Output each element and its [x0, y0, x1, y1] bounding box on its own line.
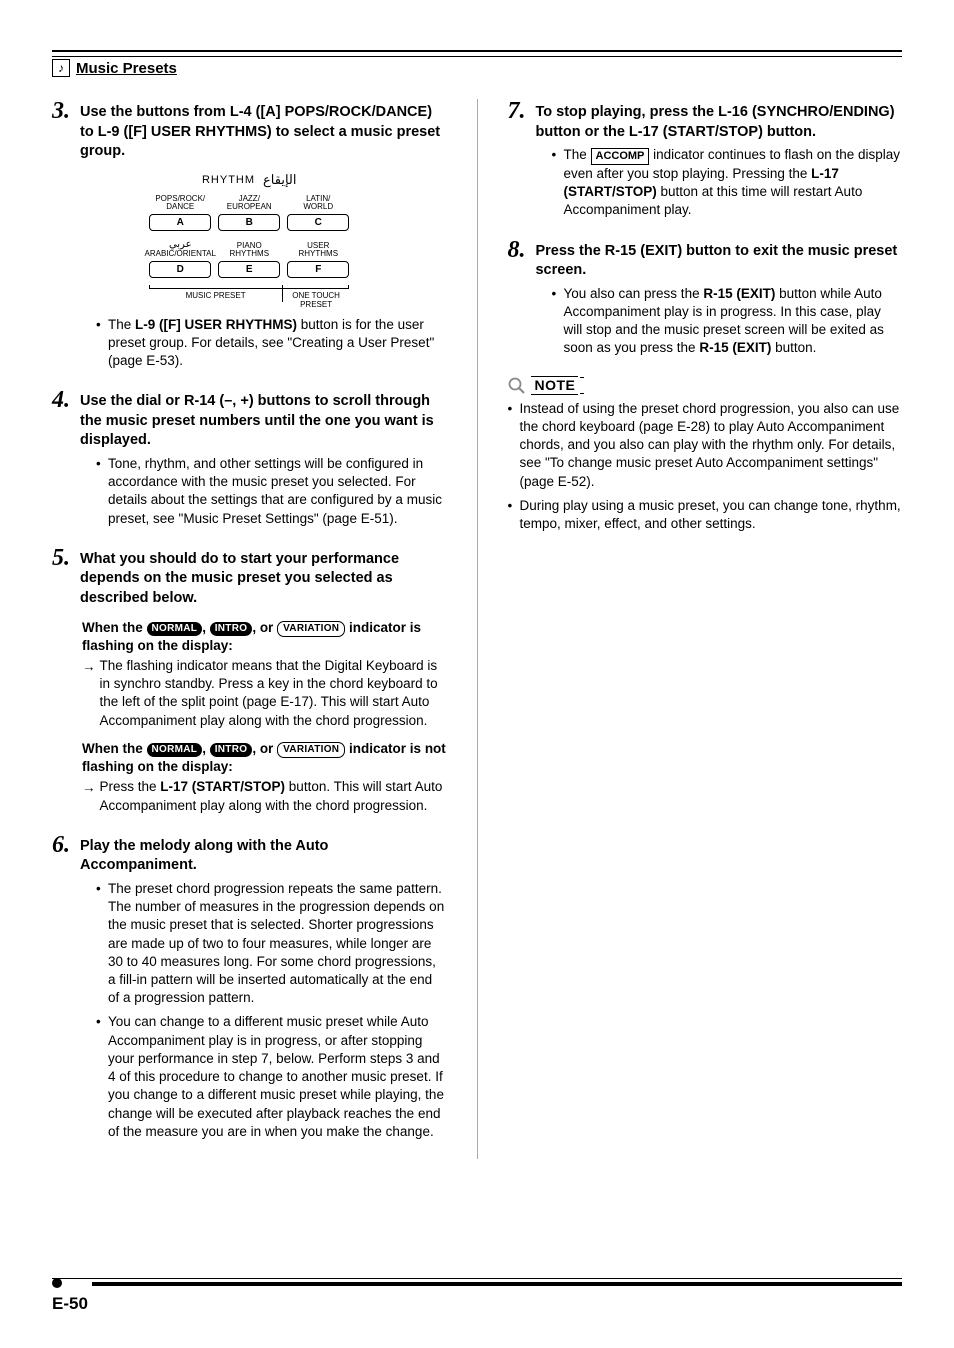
rhythm-key-e: E [218, 261, 280, 278]
step-8: 8. Press the R-15 (EXIT) button to exit … [507, 238, 902, 358]
step6-bullet-2: You can change to a different music pres… [96, 1013, 447, 1141]
step4-bullet: Tone, rhythm, and other settings will be… [96, 455, 447, 528]
music-note-icon: ♪ [52, 59, 70, 77]
step-5: 5. What you should do to start your perf… [52, 546, 447, 815]
left-column: 3. Use the buttons from L-4 ([A] POPS/RO… [52, 99, 447, 1159]
step5-arrow-b: → Press the L-17 (START/STOP) button. Th… [52, 778, 447, 814]
step-title: Use the buttons from L-4 ([A] POPS/ROCK/… [80, 99, 447, 162]
section-header: ♪ Music Presets [52, 59, 902, 77]
step-title: Use the dial or R-14 (–, +) buttons to s… [80, 388, 447, 451]
footer-dot [52, 1278, 62, 1288]
step-title: What you should do to start your perform… [80, 546, 447, 609]
rhythm-title-right: الإيقاع [263, 172, 296, 188]
normal-badge: NORMAL [147, 743, 203, 757]
step-number: 4. [52, 388, 72, 412]
step-number: 5. [52, 546, 72, 570]
bracket-row: MUSIC PRESET ONE TOUCH PRESET [149, 288, 349, 302]
rhythm-row-1: POPS/ROCK/DANCEA JAZZ/EUROPEANB LATIN/WO… [149, 194, 349, 231]
variation-badge: VARIATION [277, 621, 345, 637]
rhythm-key-f: F [287, 261, 349, 278]
step-title: To stop playing, press the L-16 (SYNCHRO… [535, 99, 902, 142]
step3-bullet: The L-9 ([F] USER RHYTHMS) button is for… [96, 316, 447, 371]
rhythm-row-2: عربيARABIC/ORIENTALD PIANORHYTHMSE USERR… [149, 241, 349, 278]
note-label: NOTE [531, 376, 578, 395]
step-4: 4. Use the dial or R-14 (–, +) buttons t… [52, 388, 447, 528]
step-number: 6. [52, 833, 72, 857]
note-item-1: Instead of using the preset chord progre… [507, 400, 902, 491]
rhythm-key-c: C [287, 214, 349, 231]
step-title: Press the R-15 (EXIT) button to exit the… [535, 238, 902, 281]
intro-badge: INTRO [210, 743, 253, 757]
bracket-one-touch: ONE TOUCH PRESET [283, 289, 349, 302]
rhythm-key-d: D [149, 261, 211, 278]
step-number: 7. [507, 99, 527, 123]
top-rule [52, 50, 902, 57]
intro-badge: INTRO [210, 622, 253, 636]
step-7: 7. To stop playing, press the L-16 (SYNC… [507, 99, 902, 220]
column-divider [477, 99, 478, 1159]
rhythm-key-a: A [149, 214, 211, 231]
section-title: Music Presets [76, 60, 177, 77]
magnifier-icon [507, 376, 527, 396]
step-6: 6. Play the melody along with the Auto A… [52, 833, 447, 1141]
step5-arrow-a: → The flashing indicator means that the … [52, 657, 447, 730]
arrow-icon: → [82, 778, 96, 797]
accomp-indicator: ACCOMP [591, 148, 650, 165]
note-block: NOTE Instead of using the preset chord p… [507, 376, 902, 534]
step-number: 8. [507, 238, 527, 262]
rhythm-panel-title: RHYTHM الإيقاع [149, 172, 349, 188]
note-item-2: During play using a music preset, you ca… [507, 497, 902, 533]
step8-bullet: You also can press the R-15 (EXIT) butto… [551, 285, 902, 358]
normal-badge: NORMAL [147, 622, 203, 636]
step-title: Play the melody along with the Auto Acco… [80, 833, 447, 876]
right-column: 7. To stop playing, press the L-16 (SYNC… [507, 99, 902, 1159]
rhythm-key-b: B [218, 214, 280, 231]
step-3: 3. Use the buttons from L-4 ([A] POPS/RO… [52, 99, 447, 370]
variation-badge: VARIATION [277, 742, 345, 758]
bracket-music-preset: MUSIC PRESET [149, 289, 283, 302]
rhythm-title-left: RHYTHM [202, 174, 255, 186]
step-number: 3. [52, 99, 72, 123]
footer-rule [52, 1278, 902, 1284]
step5-sub-a: When the NORMAL, INTRO, or VARIATION ind… [52, 619, 447, 655]
step7-bullet: The ACCOMP indicator continues to flash … [551, 146, 902, 220]
page-number: E-50 [52, 1294, 88, 1314]
step5-sub-b: When the NORMAL, INTRO, or VARIATION ind… [52, 740, 447, 776]
arrow-icon: → [82, 657, 96, 676]
rhythm-panel: RHYTHM الإيقاع POPS/ROCK/DANCEA JAZZ/EUR… [149, 172, 349, 302]
step6-bullet-1: The preset chord progression repeats the… [96, 880, 447, 1008]
